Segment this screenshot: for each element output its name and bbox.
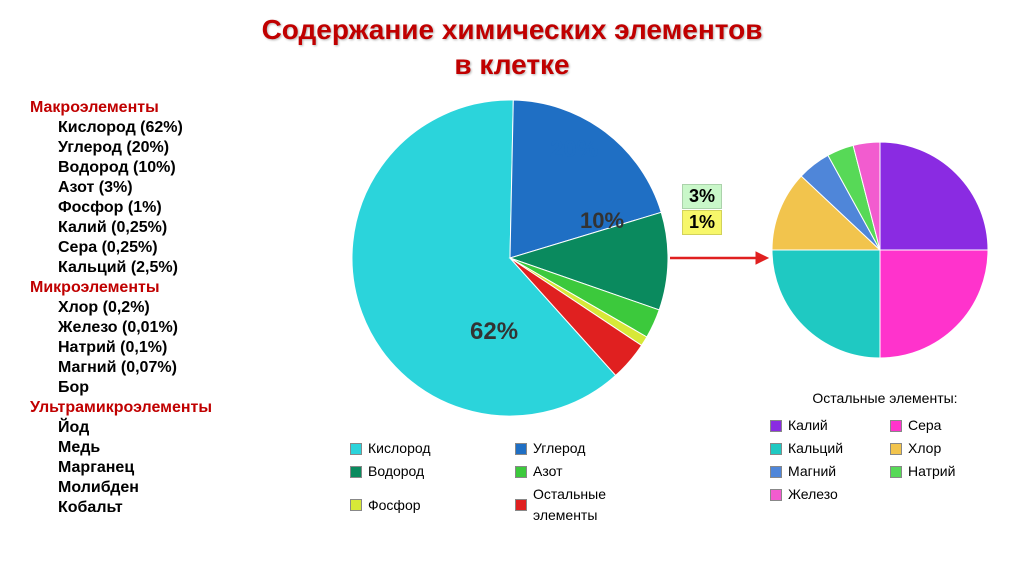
list-item: Кальций (2,5%): [58, 258, 290, 278]
legend-label: Магний: [788, 461, 836, 482]
legend-item: Сера: [890, 415, 1000, 436]
legend-label: Остальные элементы: [533, 484, 670, 526]
legend-swatch: [515, 443, 527, 455]
small-pie-chart: [770, 140, 990, 360]
legend-item: Железо: [770, 484, 880, 505]
main-pie-chart: [350, 98, 670, 418]
callout-label: 1%: [682, 210, 722, 235]
legend-swatch: [770, 466, 782, 478]
legend-item: Магний: [770, 461, 880, 482]
group-title: Микроэлементы: [30, 278, 290, 298]
list-item: Марганец: [58, 458, 290, 478]
page-title: Содержание химических элементов в клетке: [0, 0, 1024, 82]
legend-label: Железо: [788, 484, 838, 505]
title-line-2: в клетке: [0, 47, 1024, 82]
legend-label: Углерод: [533, 438, 585, 459]
legend-item: Кислород: [350, 438, 505, 459]
list-item: Молибден: [58, 478, 290, 498]
percent-label: 20%: [550, 136, 598, 164]
group-items: Хлор (0,2%)Железо (0,01%)Натрий (0,1%)Ма…: [30, 298, 290, 398]
list-item: Кобальт: [58, 498, 290, 518]
list-item: Медь: [58, 438, 290, 458]
legend-label: Натрий: [908, 461, 955, 482]
group-title: Макроэлементы: [30, 98, 290, 118]
legend-item: Хлор: [890, 438, 1000, 459]
legend-item: Водород: [350, 461, 505, 482]
legend-item: Калий: [770, 415, 880, 436]
pie-slice: [880, 142, 988, 250]
list-item: Калий (0,25%): [58, 218, 290, 238]
charts-area: 62% 20% 10% 3%1% Кислород Углерод Водород Азо…: [320, 88, 1020, 568]
legend-swatch: [350, 466, 362, 478]
pie-slice: [772, 250, 880, 358]
small-legend-title: Остальные элементы:: [770, 388, 1000, 409]
legend-swatch: [770, 489, 782, 501]
group-title: Ультрамикроэлементы: [30, 398, 290, 418]
legend-label: Калий: [788, 415, 828, 436]
legend-swatch: [350, 499, 362, 511]
group-items: ЙодМедьМарганецМолибденКобальт: [30, 418, 290, 518]
pie-slice: [880, 250, 988, 358]
legend-item: Натрий: [890, 461, 1000, 482]
legend-swatch: [515, 466, 527, 478]
legend-label: Азот: [533, 461, 563, 482]
list-item: Железо (0,01%): [58, 318, 290, 338]
list-item: Йод: [58, 418, 290, 438]
callout-label: 3%: [682, 184, 722, 209]
legend-item: Углерод: [515, 438, 670, 459]
list-item: Натрий (0,1%): [58, 338, 290, 358]
element-groups-list: МакроэлементыКислород (62%)Углерод (20%)…: [30, 98, 290, 518]
legend-swatch: [770, 420, 782, 432]
list-item: Углерод (20%): [58, 138, 290, 158]
legend-label: Сера: [908, 415, 941, 436]
legend-swatch: [770, 443, 782, 455]
list-item: Водород (10%): [58, 158, 290, 178]
percent-label: 10%: [580, 208, 624, 234]
list-item: Бор: [58, 378, 290, 398]
legend-label: Водород: [368, 461, 424, 482]
content-area: МакроэлементыКислород (62%)Углерод (20%)…: [0, 98, 1024, 574]
legend-swatch: [890, 420, 902, 432]
legend-item: Кальций: [770, 438, 880, 459]
list-item: Магний (0,07%): [58, 358, 290, 378]
legend-item: Остальные элементы: [515, 484, 670, 526]
percent-label: 62%: [470, 318, 518, 346]
legend-label: Кислород: [368, 438, 431, 459]
main-pie-legend: Кислород Углерод Водород Азот Фосфор Остальны…: [350, 438, 670, 526]
legend-label: Кальций: [788, 438, 843, 459]
list-item: Кислород (62%): [58, 118, 290, 138]
legend-label: Фосфор: [368, 495, 421, 516]
list-item: Хлор (0,2%): [58, 298, 290, 318]
list-item: Сера (0,25%): [58, 238, 290, 258]
small-pie-legend: Остальные элементы: Калий Сера Кальций Хлор…: [770, 388, 1000, 505]
legend-swatch: [890, 466, 902, 478]
legend-item: Азот: [515, 461, 670, 482]
list-item: Азот (3%): [58, 178, 290, 198]
legend-item: Фосфор: [350, 484, 505, 526]
legend-swatch: [350, 443, 362, 455]
list-item: Фосфор (1%): [58, 198, 290, 218]
title-line-1: Содержание химических элементов: [0, 12, 1024, 47]
legend-swatch: [515, 499, 527, 511]
legend-swatch: [890, 443, 902, 455]
group-items: Кислород (62%)Углерод (20%)Водород (10%)…: [30, 118, 290, 278]
legend-label: Хлор: [908, 438, 941, 459]
